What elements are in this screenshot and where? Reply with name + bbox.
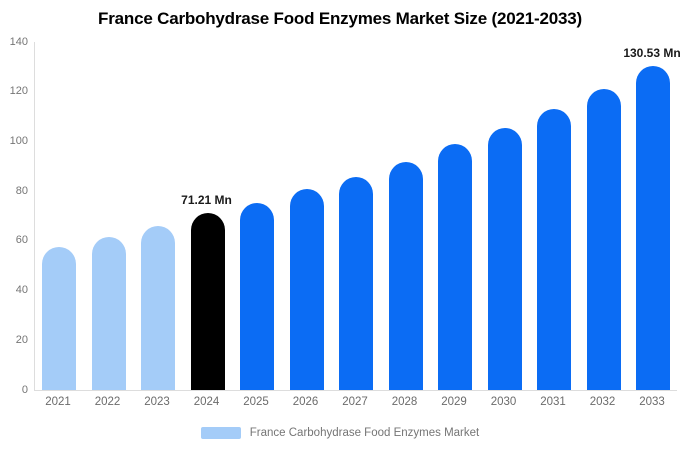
bar-2028[interactable] [388,161,423,390]
y-tick-label: 100 [9,134,28,147]
x-tick-label: 2022 [94,396,121,408]
x-tick-label: 2032 [589,396,616,408]
y-tick-label: 80 [15,184,28,197]
bar-2031[interactable] [537,109,571,390]
x-tick-label: 2029 [441,396,467,408]
legend-item[interactable]: France Carbohydrase Food Enzymes Market [0,424,680,442]
y-tick-label: 140 [9,35,28,48]
y-tick-label: 40 [15,284,28,297]
x-tick-label: 2024 [193,396,220,408]
legend-swatch [200,427,241,439]
legend-label: France Carbohydrase Food Enzymes Market [249,427,480,439]
y-tick-label: 60 [15,234,28,247]
x-tick-label: 2021 [45,396,71,408]
x-tick-label: 2033 [639,396,665,408]
x-tick-label: 2023 [144,396,170,408]
x-tick-label: 2030 [490,396,517,408]
bar-2021[interactable] [42,247,76,390]
y-tick-label: 120 [9,85,28,98]
plot-area [34,42,677,391]
bar-value-label: 71.21 Mn [181,192,232,207]
bar-2033[interactable] [636,65,670,390]
bar-2023[interactable] [141,225,175,390]
x-tick-label: 2028 [391,396,418,408]
y-tick-label: 0 [21,383,28,396]
x-tick-label: 2031 [540,396,566,408]
bar-2025[interactable] [240,202,274,390]
chart-title: France Carbohydrase Food Enzymes Market … [98,9,582,28]
y-tick-label: 20 [15,333,28,346]
bar-2022[interactable] [91,236,126,390]
bar-value-label: 130.53 Mn [623,45,680,60]
bar-2030[interactable] [487,128,522,390]
bar-2029[interactable] [438,143,472,390]
bar-2027[interactable] [339,176,373,390]
x-tick-label: 2025 [243,396,269,408]
x-tick-label: 2026 [292,396,319,408]
bar-2024[interactable] [190,213,225,390]
x-tick-label: 2027 [342,396,368,408]
bar-2026[interactable] [289,189,324,390]
bar-2032[interactable] [586,89,621,390]
